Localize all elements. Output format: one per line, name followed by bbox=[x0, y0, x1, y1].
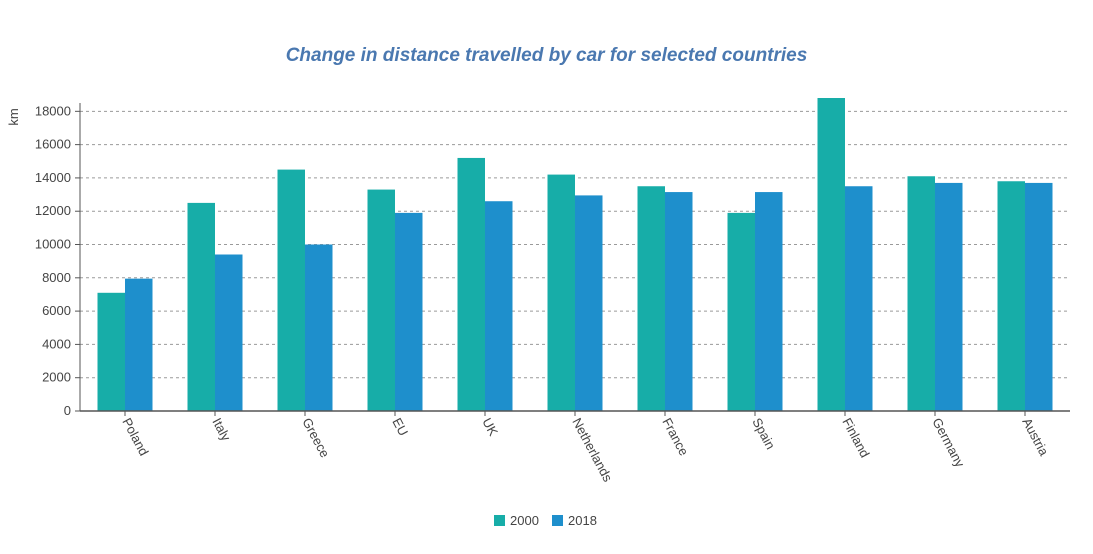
y-tick-label: 2000 bbox=[42, 370, 71, 385]
y-tick-label: 14000 bbox=[35, 170, 71, 185]
y-tick-label: 4000 bbox=[42, 336, 71, 351]
chart-title: Change in distance travelled by car for … bbox=[285, 45, 808, 66]
legend-swatch[interactable] bbox=[552, 515, 563, 526]
y-tick-label: 16000 bbox=[35, 137, 71, 152]
y-tick-label: 12000 bbox=[35, 203, 71, 218]
bar-2018-eu[interactable] bbox=[395, 212, 423, 411]
x-tick-label: Spain bbox=[749, 415, 778, 451]
bar-2018-germany[interactable] bbox=[935, 182, 963, 411]
legend-label[interactable]: 2018 bbox=[568, 513, 597, 528]
x-tick-label: EU bbox=[389, 415, 411, 438]
bar-2000-austria[interactable] bbox=[997, 181, 1026, 411]
bar-2018-france[interactable] bbox=[665, 192, 693, 411]
y-axis-label: km bbox=[6, 108, 21, 125]
bar-2000-eu[interactable] bbox=[367, 189, 396, 411]
x-tick-label: Greece bbox=[299, 415, 332, 460]
bar-2018-finland[interactable] bbox=[845, 186, 873, 411]
y-tick-label: 0 bbox=[64, 403, 71, 418]
bar-2000-germany[interactable] bbox=[907, 176, 936, 411]
bar-2018-italy[interactable] bbox=[215, 254, 243, 411]
bar-2018-uk[interactable] bbox=[485, 201, 513, 411]
legend[interactable]: 2000 2018 bbox=[494, 513, 597, 528]
bar-2018-poland[interactable] bbox=[125, 278, 153, 411]
legend-label[interactable]: 2000 bbox=[510, 513, 539, 528]
x-tick-label: Finland bbox=[839, 415, 872, 460]
bar-2018-greece[interactable] bbox=[305, 244, 333, 411]
bars bbox=[97, 98, 1053, 411]
x-tick-label: Italy bbox=[209, 415, 234, 444]
bar-2000-france[interactable] bbox=[637, 186, 666, 411]
x-tick-label: Germany bbox=[929, 415, 968, 470]
bar-2000-finland[interactable] bbox=[817, 98, 846, 411]
x-tick-label: Poland bbox=[119, 415, 151, 458]
bar-2000-uk[interactable] bbox=[457, 157, 486, 411]
x-tick-label: Netherlands bbox=[569, 415, 615, 484]
y-tick-label: 10000 bbox=[35, 237, 71, 252]
x-tick-label: UK bbox=[479, 415, 501, 438]
bar-2000-netherlands[interactable] bbox=[547, 174, 576, 411]
x-tick-label: France bbox=[659, 415, 691, 458]
bar-2018-netherlands[interactable] bbox=[575, 195, 603, 411]
bar-2018-austria[interactable] bbox=[1025, 182, 1053, 411]
bar-2000-greece[interactable] bbox=[277, 169, 306, 411]
y-tick-label: 18000 bbox=[35, 103, 71, 118]
y-tick-label: 8000 bbox=[42, 270, 71, 285]
bar-2018-spain[interactable] bbox=[755, 192, 783, 411]
bar-2000-spain[interactable] bbox=[727, 212, 756, 411]
bar-2000-poland[interactable] bbox=[97, 292, 126, 411]
legend-swatch[interactable] bbox=[494, 515, 505, 526]
y-tick-label: 6000 bbox=[42, 303, 71, 318]
x-tick-label: Austria bbox=[1019, 415, 1052, 458]
bar-2000-italy[interactable] bbox=[187, 202, 216, 411]
